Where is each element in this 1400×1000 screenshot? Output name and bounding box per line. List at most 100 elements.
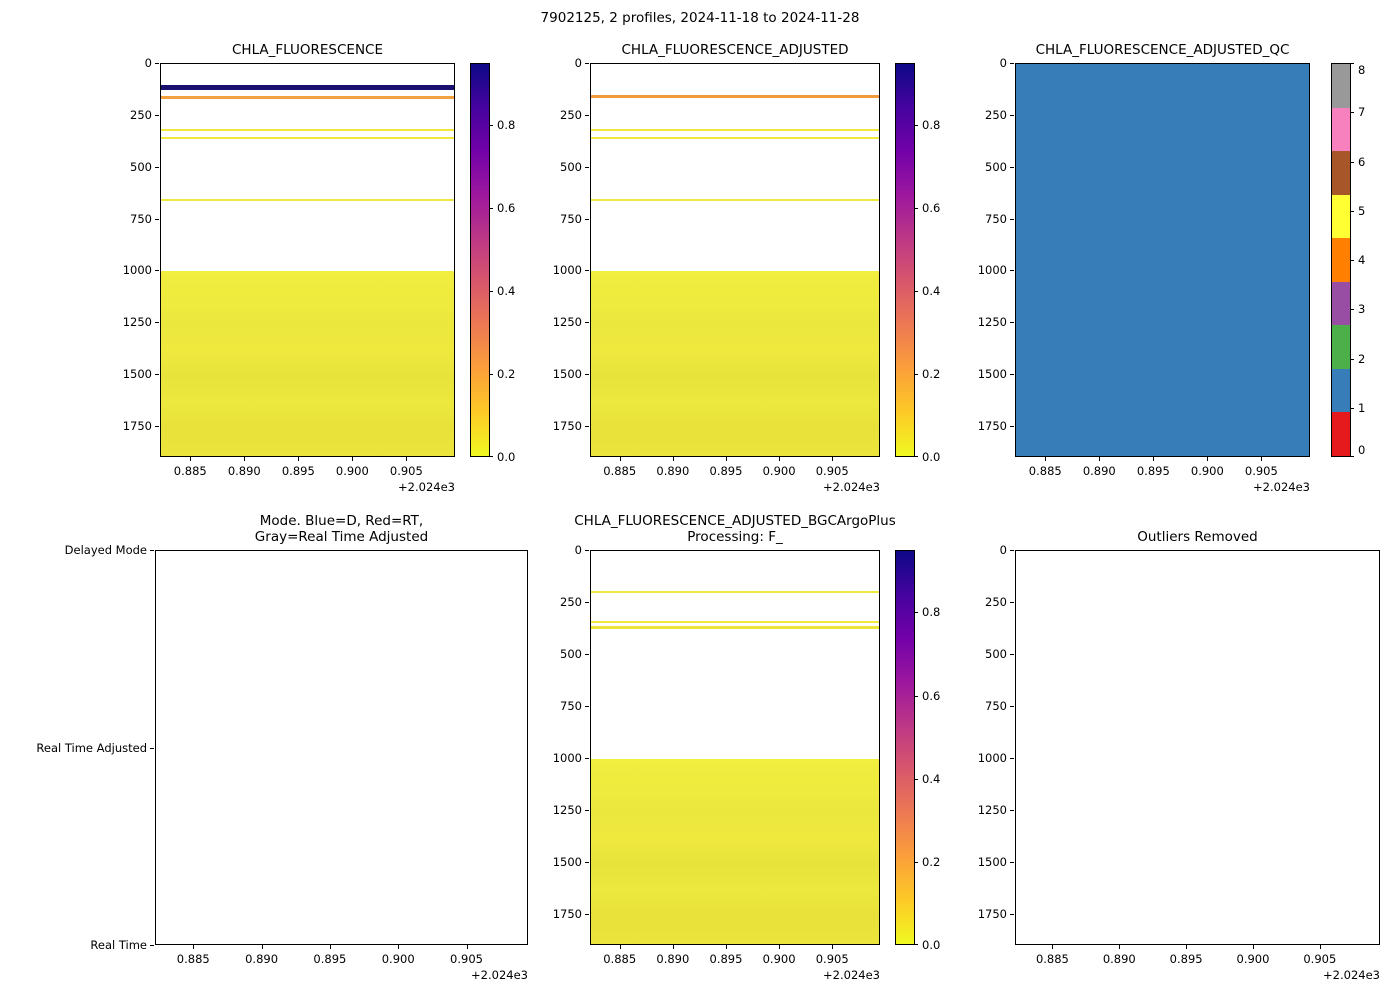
y-tick-label: 1500 — [977, 367, 1007, 382]
colorbar-tick-mark — [1351, 161, 1354, 163]
x-tick-label: 0.895 — [1169, 952, 1203, 966]
y-tick-mark — [585, 270, 589, 272]
colorbar — [470, 63, 490, 457]
x-tick-mark — [619, 457, 621, 461]
y-tick-mark — [585, 114, 589, 116]
y-tick-mark — [150, 945, 154, 946]
heatmap-band — [161, 128, 454, 131]
x-tick-label: 0.900 — [1190, 464, 1224, 478]
colorbar-tick-label: 0.2 — [497, 367, 516, 382]
colorbar-tick-label: 5 — [1358, 203, 1366, 218]
y-tick-label: 750 — [560, 211, 582, 226]
x-tick-mark — [1153, 457, 1155, 461]
colorbar-tick-label: 0.0 — [497, 450, 516, 464]
x-tick-mark — [398, 945, 400, 949]
x-tick-mark — [193, 945, 195, 949]
x-tick-mark — [832, 945, 834, 949]
x-axis-offset-label: +2.024e3 — [471, 968, 528, 982]
heatmap-band — [161, 95, 454, 99]
colorbar-tick-mark — [1351, 63, 1354, 64]
y-tick-label: 500 — [130, 159, 152, 174]
panel-title: Outliers Removed — [1137, 529, 1258, 545]
y-tick-mark — [585, 63, 589, 64]
panel-title-text: Outliers Removed — [1137, 529, 1258, 545]
y-tick-mark — [155, 322, 159, 324]
heatmap-band — [591, 136, 879, 139]
y-tick-label: 1000 — [552, 750, 582, 765]
x-tick-label: 0.890 — [1082, 464, 1116, 478]
x-tick-label: 0.895 — [709, 464, 743, 478]
heatmap-band — [161, 198, 454, 201]
x-tick-label: 0.890 — [656, 952, 690, 966]
x-tick-label: 0.895 — [709, 952, 743, 966]
y-tick-mark — [1010, 166, 1014, 168]
x-tick-label: 0.905 — [389, 464, 423, 478]
x-tick-label: 0.895 — [313, 952, 347, 966]
figure-title: 7902125, 2 profiles, 2024-11-18 to 2024-… — [540, 10, 860, 26]
colorbar-tick-mark — [490, 291, 493, 293]
y-tick-label: Real Time — [90, 938, 147, 952]
y-tick-mark — [585, 166, 589, 168]
y-tick-label: 1250 — [552, 315, 582, 330]
y-tick-label: 500 — [560, 159, 582, 174]
y-tick-label: 1500 — [552, 854, 582, 869]
colorbar-tick-mark — [1351, 407, 1354, 409]
y-tick-mark — [155, 63, 159, 64]
y-tick-label: 1250 — [977, 802, 1007, 817]
x-axis-offset-label: +2.024e3 — [823, 968, 880, 982]
y-tick-label: 1750 — [122, 418, 152, 433]
x-tick-mark — [725, 945, 727, 949]
x-tick-mark — [1099, 457, 1101, 461]
y-tick-mark — [155, 425, 159, 427]
y-tick-label: 500 — [985, 646, 1007, 661]
y-tick-mark — [1010, 322, 1014, 324]
panel-title-text: CHLA_FLUORESCENCE_ADJUSTED — [621, 42, 849, 58]
plot-area-mode — [155, 550, 528, 945]
x-tick-mark — [1119, 945, 1121, 949]
colorbar-cell — [1332, 412, 1350, 456]
x-tick-mark — [1045, 457, 1047, 461]
x-tick-mark — [725, 457, 727, 461]
y-tick-mark — [150, 747, 154, 749]
y-tick-label: 1000 — [977, 750, 1007, 765]
colorbar-tick-mark — [490, 456, 493, 457]
colorbar-tick-label: 0.8 — [922, 118, 941, 133]
heatmap-band — [591, 620, 879, 623]
y-tick-mark — [585, 809, 589, 811]
y-tick-label: 250 — [560, 594, 582, 609]
y-tick-mark — [1010, 913, 1014, 915]
colorbar-tick-mark — [915, 374, 918, 376]
panel-title: CHLA_FLUORESCENCE_ADJUSTED — [622, 42, 849, 58]
heatmap-band — [591, 198, 879, 201]
y-tick-mark — [1010, 63, 1014, 64]
heatmap-band — [161, 84, 454, 90]
panel-title: Mode. Blue=D, Red=RT, Gray=Real Time Adj… — [255, 513, 428, 545]
y-tick-label: 250 — [560, 107, 582, 122]
y-tick-label: 500 — [985, 159, 1007, 174]
x-tick-label: 0.885 — [1035, 952, 1069, 966]
heatmap-deep-layer — [591, 758, 879, 944]
x-tick-mark — [329, 945, 331, 949]
y-tick-mark — [585, 322, 589, 324]
x-tick-mark — [672, 457, 674, 461]
colorbar-tick-mark — [915, 612, 918, 614]
colorbar — [895, 550, 915, 945]
y-tick-label: 1750 — [977, 418, 1007, 433]
colorbar-tick-mark — [915, 125, 918, 127]
y-tick-label: 750 — [985, 698, 1007, 713]
colorbar-tick-label: 0.4 — [497, 284, 516, 299]
y-tick-mark — [1010, 601, 1014, 603]
y-tick-mark — [585, 550, 589, 551]
x-tick-label: 0.900 — [762, 464, 796, 478]
y-tick-mark — [585, 757, 589, 759]
y-tick-label: 1250 — [122, 315, 152, 330]
plot-area-bgcargoplus — [590, 550, 880, 945]
heatmap-deep-layer — [161, 271, 454, 456]
y-tick-label: 250 — [130, 107, 152, 122]
x-tick-mark — [190, 457, 192, 461]
y-tick-mark — [155, 218, 159, 220]
x-tick-label: 0.890 — [227, 464, 261, 478]
heatmap-band — [591, 626, 879, 630]
colorbar-cell — [1332, 151, 1350, 195]
colorbar-tick-mark — [1351, 456, 1354, 457]
